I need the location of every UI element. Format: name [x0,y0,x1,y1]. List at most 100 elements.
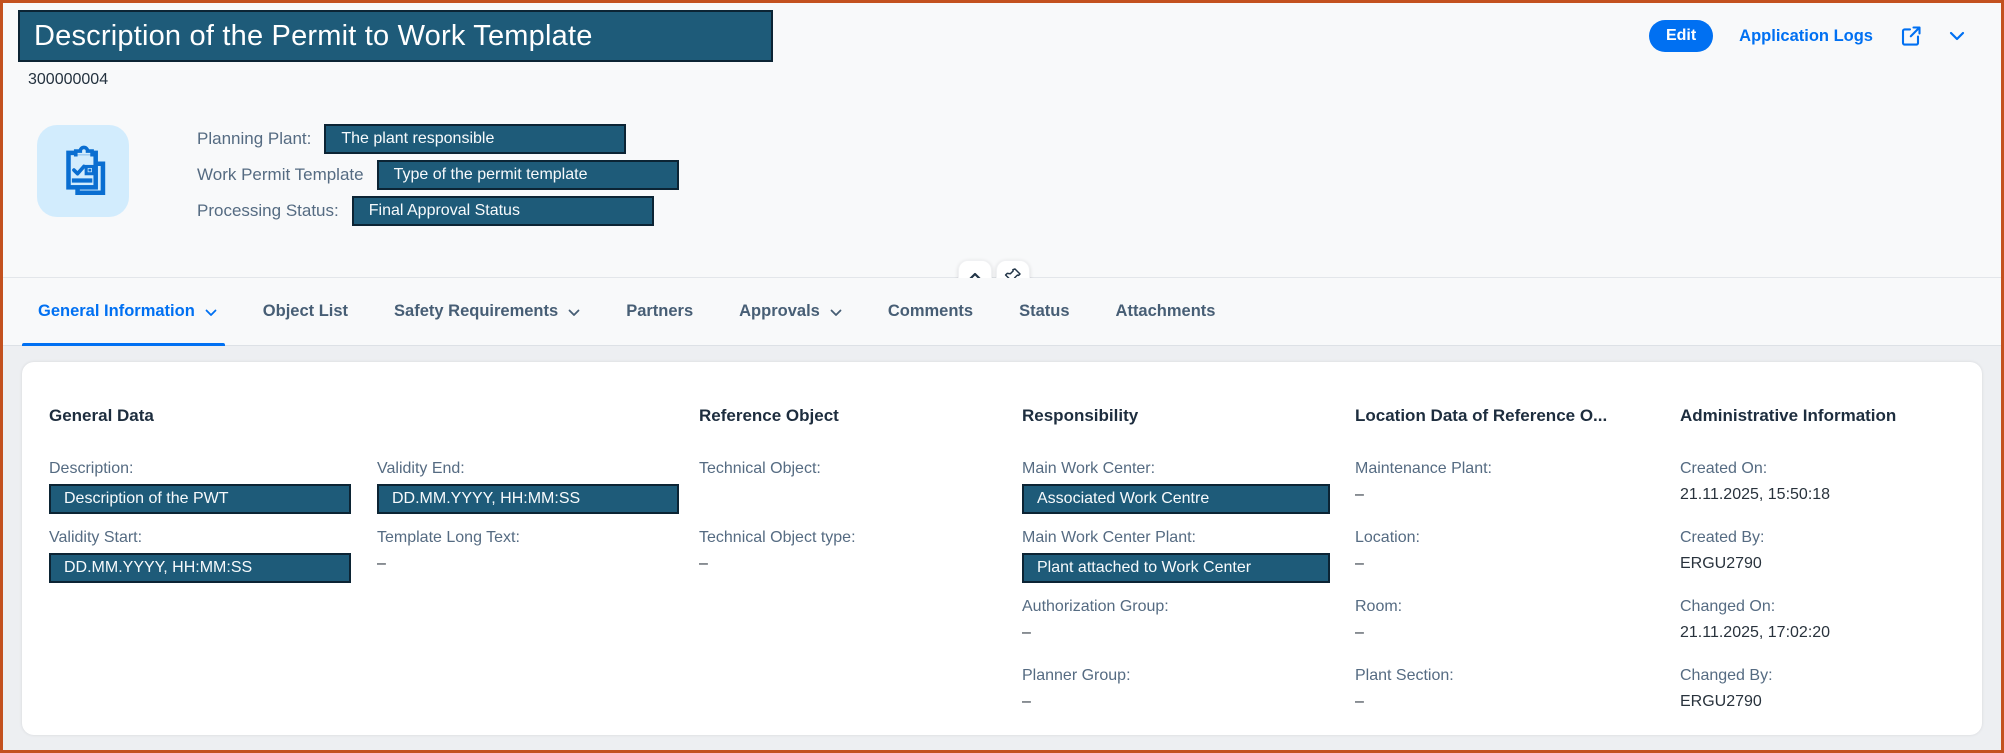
field-label: Planning Plant: [197,129,312,148]
tab-general-information[interactable]: General Information [22,278,225,346]
column-administrative-information: Administrative Information Created On: 2… [1680,406,1962,736]
column-location-data: Location Data of Reference O... Maintena… [1355,406,1680,736]
field-validity-end: Validity End: DD.MM.YYYY, HH:MM:SS [377,460,699,514]
field-label: Work Permit Template [197,165,364,184]
clipboard-check-icon [37,125,129,217]
field-label: Created On: [1680,460,1768,477]
general-information-section: General Data Description: Description of… [3,346,2001,750]
column-reference-object: Reference Object Technical Object: Techn… [699,406,1022,736]
field-label: Maintenance Plant: [1355,460,1492,477]
page-title: Description of the Permit to Work Templa… [18,10,773,62]
field-label: Processing Status: [197,201,339,220]
field-plant-section: Plant Section: – [1355,667,1680,721]
field-changed-on: Changed On: 21.11.2025, 17:02:20 [1680,598,1962,652]
chevron-down-icon [830,309,842,316]
column-responsibility: Responsibility Main Work Center: Associa… [1022,406,1355,736]
header-field-work-permit-template: Work Permit Template Type of the permit … [197,157,679,193]
field-value: ERGU2790 [1680,693,1762,710]
field-value: – [1355,486,1364,503]
field-value-highlight: DD.MM.YYYY, HH:MM:SS [377,484,679,514]
field-value [699,484,1022,514]
tab-comments[interactable]: Comments [888,278,973,345]
field-value: – [377,555,386,572]
tab-label: Safety Requirements [394,302,559,320]
object-page-header: Description of the Permit to Work Templa… [3,3,2001,294]
header-field-processing-status: Processing Status: Final Approval Status [197,193,679,229]
field-value: 21.11.2025, 15:50:18 [1680,486,1831,503]
header-key-facts: Planning Plant: The plant responsible Wo… [197,121,679,229]
field-description: Description: Description of the PWT [49,460,377,514]
field-label: Authorization Group: [1022,598,1169,615]
tab-label: General Information [38,302,195,320]
field-room: Room: – [1355,598,1680,652]
tab-label: Comments [887,302,974,320]
chevron-down-icon[interactable] [1949,31,1965,41]
field-technical-object-type: Technical Object type: – [699,529,1022,583]
tab-object-list[interactable]: Object List [263,278,348,345]
edit-button[interactable]: Edit [1648,20,1714,52]
tab-approvals[interactable]: Approvals [739,278,842,345]
field-label: Changed On: [1680,598,1776,615]
anchor-tab-bar: General Information Object List Safety R… [3,278,2001,346]
field-label: Created By: [1680,529,1765,546]
header-actions: Edit Application Logs [1648,19,1965,53]
tab-attachments[interactable]: Attachments [1116,278,1216,345]
field-main-work-center-plant: Main Work Center Plant: Plant attached t… [1022,529,1355,583]
share-icon[interactable] [1899,24,1923,48]
field-value: – [1355,693,1364,710]
application-logs-link[interactable]: Application Logs [1739,26,1873,45]
field-label: Template Long Text: [377,529,520,546]
field-value-highlight: Description of the PWT [49,484,351,514]
tab-partners[interactable]: Partners [626,278,693,345]
field-value: ERGU2790 [1680,555,1762,572]
field-label: Location: [1355,529,1420,546]
field-label: Description: [49,460,134,477]
field-main-work-center: Main Work Center: Associated Work Centre [1022,460,1355,514]
field-planner-group: Planner Group: – [1022,667,1355,721]
field-label: Main Work Center Plant: [1022,529,1196,546]
field-created-on: Created On: 21.11.2025, 15:50:18 [1680,460,1962,514]
field-authorization-group: Authorization Group: – [1022,598,1355,652]
field-label: Changed By: [1680,667,1773,684]
field-label: Planner Group: [1022,667,1131,684]
tab-label: Attachments [1115,302,1216,320]
field-value: – [699,555,708,572]
field-label: Validity End: [377,460,465,477]
tab-safety-requirements[interactable]: Safety Requirements [394,278,580,345]
header-field-planning-plant: Planning Plant: The plant responsible [197,121,679,157]
tab-label: Object List [262,302,349,320]
general-information-card: General Data Description: Description of… [22,362,1982,735]
field-validity-start: Validity Start: DD.MM.YYYY, HH:MM:SS [49,529,377,583]
chevron-up-icon [967,270,983,285]
section-heading: Reference Object [699,406,839,425]
field-label: Room: [1355,598,1403,615]
chevron-down-icon [205,309,217,316]
page-title-text: Description of the Permit to Work Templa… [34,19,593,52]
field-value-highlight: Associated Work Centre [1022,484,1330,514]
field-label: Technical Object: [699,460,821,477]
field-value-highlight: Final Approval Status [351,196,654,226]
tab-label: Approvals [739,302,820,320]
tab-status[interactable]: Status [1019,278,1069,345]
field-technical-object: Technical Object: [699,460,1022,514]
field-value: – [1022,693,1031,710]
field-value: – [1355,624,1364,641]
section-heading: Location Data of Reference O... [1355,406,1608,425]
field-value-highlight: DD.MM.YYYY, HH:MM:SS [49,553,351,583]
object-id: 300000004 [28,71,109,88]
section-heading: General Data [49,406,154,425]
column-general-data: General Data Description: Description of… [49,406,699,736]
field-maintenance-plant: Maintenance Plant: – [1355,460,1680,514]
tab-label: Status [1019,302,1070,320]
section-heading: Responsibility [1022,406,1139,425]
field-label: Validity Start: [49,529,143,546]
tab-label: Partners [626,302,694,320]
field-value: 21.11.2025, 17:02:20 [1680,624,1831,641]
field-label: Plant Section: [1355,667,1454,684]
field-label: Technical Object type: [699,529,856,546]
field-value-highlight: Type of the permit template [376,160,679,190]
field-label: Main Work Center: [1022,460,1156,477]
field-value: – [1355,555,1364,572]
field-created-by: Created By: ERGU2790 [1680,529,1962,583]
